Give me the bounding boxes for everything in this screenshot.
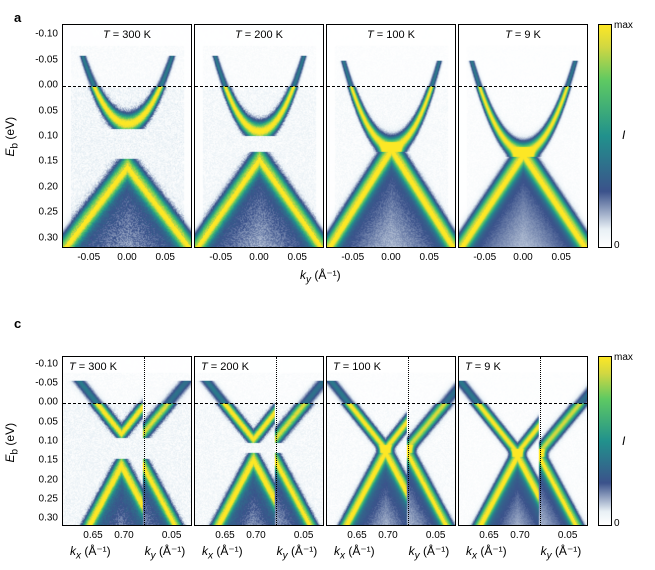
subplot-c-3: Γ ←X→ MT = 9 K [458, 356, 588, 526]
temp-label: T = 200 K [201, 361, 324, 373]
fermi-line [327, 86, 455, 87]
colorbar-axis-label-a: I [622, 128, 625, 142]
x-label-kx: kx (Å⁻¹) [334, 544, 375, 561]
x-tick: 0.00 [249, 252, 268, 263]
temp-label: T = 300 K [63, 29, 191, 41]
colorbar-min-a: 0 [614, 240, 620, 251]
x-tick: 0.65 [83, 530, 102, 541]
x-label-kx: kx (Å⁻¹) [70, 544, 111, 561]
x-tick: -0.05 [473, 252, 496, 263]
fermi-line [63, 403, 191, 404]
subplot-c-2: Γ ←X→ MT = 100 K [326, 356, 456, 526]
x-tick: 0.70 [246, 530, 265, 541]
temp-label: T = 100 K [333, 361, 456, 373]
x-label-kx: kx (Å⁻¹) [202, 544, 243, 561]
subplot-a-1: T = 200 K [194, 24, 324, 248]
y-axis-c: -0.10 -0.05 0.00 0.05 0.10 0.15 0.20 0.25 0.30 [24, 356, 58, 526]
x-tick: -0.05 [341, 252, 364, 263]
y-tick: -0.10 [35, 358, 58, 369]
y-axis-label-a: Eb (eV) [3, 117, 20, 157]
colorbar-max-a: max [614, 20, 633, 31]
y-tick: 0.10 [39, 436, 58, 447]
x-tick: 0.65 [215, 530, 234, 541]
row-c: Γ ←X→ MT = 300 KΓ ←X→ MT = 200 KΓ ←X→ MT… [62, 356, 590, 526]
y-tick: 0.25 [39, 207, 58, 218]
x-tick: -0.05 [209, 252, 232, 263]
x-tick: 0.05 [294, 530, 313, 541]
x-tick: 0.70 [114, 530, 133, 541]
fermi-line [195, 403, 323, 404]
y-tick: 0.25 [39, 493, 58, 504]
y-tick: -0.10 [35, 29, 58, 40]
y-tick: 0.20 [39, 474, 58, 485]
fermi-line [63, 86, 191, 87]
y-tick: 0.10 [39, 131, 58, 142]
fermi-line [327, 403, 455, 404]
xbar-divider [144, 357, 145, 525]
subplot-a-0: T = 300 K [62, 24, 192, 248]
xbar-divider [540, 357, 541, 525]
x-label-kx: kx (Å⁻¹) [466, 544, 507, 561]
x-axis-label-a: ky (Å⁻¹) [300, 268, 341, 285]
x-tick: 0.05 [426, 530, 445, 541]
x-tick: 0.05 [156, 252, 175, 263]
y-tick: 0.00 [39, 397, 58, 408]
x-label-ky: ky (Å⁻¹) [409, 544, 450, 561]
temp-label: T = 100 K [327, 29, 455, 41]
subplot-a-3: T = 9 K [458, 24, 588, 248]
y-tick: 0.15 [39, 156, 58, 167]
fermi-line [195, 86, 323, 87]
x-tick: 0.05 [558, 530, 577, 541]
y-tick: -0.05 [35, 378, 58, 389]
y-axis-label-c: Eb (eV) [3, 423, 20, 463]
x-label-ky: ky (Å⁻¹) [145, 544, 186, 561]
subplot-c-1: Γ ←X→ MT = 200 K [194, 356, 324, 526]
y-axis-a: -0.10 -0.05 0.00 0.05 0.10 0.15 0.20 0.25 0.30 [24, 24, 58, 248]
xbar-divider [408, 357, 409, 525]
x-label-ky: ky (Å⁻¹) [277, 544, 318, 561]
y-tick: -0.05 [35, 54, 58, 65]
row-a: T = 300 K T = 200 K T = 100 K T = 9 K [62, 24, 590, 248]
temp-label: T = 200 K [195, 29, 323, 41]
y-tick: 0.20 [39, 181, 58, 192]
x-tick: 0.05 [552, 252, 571, 263]
panel-label-c: c [14, 316, 21, 331]
y-tick: 0.30 [39, 232, 58, 243]
x-tick: 0.05 [420, 252, 439, 263]
x-tick: 0.70 [378, 530, 397, 541]
colorbar-min-c: 0 [614, 518, 620, 529]
y-tick: 0.30 [39, 513, 58, 524]
subplot-a-2: T = 100 K [326, 24, 456, 248]
colorbar-a [598, 24, 612, 248]
x-tick: 0.65 [479, 530, 498, 541]
temp-label: T = 9 K [459, 29, 587, 41]
colorbar-max-c: max [614, 352, 633, 363]
panel-label-a: a [14, 10, 21, 25]
temp-label: T = 9 K [465, 361, 588, 373]
y-tick: 0.00 [39, 80, 58, 91]
x-tick: 0.70 [510, 530, 529, 541]
x-tick: 0.00 [381, 252, 400, 263]
x-label-ky: ky (Å⁻¹) [541, 544, 582, 561]
x-tick: -0.05 [77, 252, 100, 263]
fermi-line [459, 86, 587, 87]
x-tick: 0.00 [117, 252, 136, 263]
xbar-divider [276, 357, 277, 525]
fermi-line [459, 403, 587, 404]
y-tick: 0.15 [39, 455, 58, 466]
x-tick: 0.05 [288, 252, 307, 263]
colorbar-c [598, 356, 612, 526]
y-tick: 0.05 [39, 416, 58, 427]
x-tick: 0.00 [513, 252, 532, 263]
temp-label: T = 300 K [69, 361, 192, 373]
colorbar-axis-label-c: I [622, 434, 625, 448]
x-tick: 0.05 [162, 530, 181, 541]
y-tick: 0.05 [39, 105, 58, 116]
subplot-c-0: Γ ←X→ MT = 300 K [62, 356, 192, 526]
x-tick: 0.65 [347, 530, 366, 541]
